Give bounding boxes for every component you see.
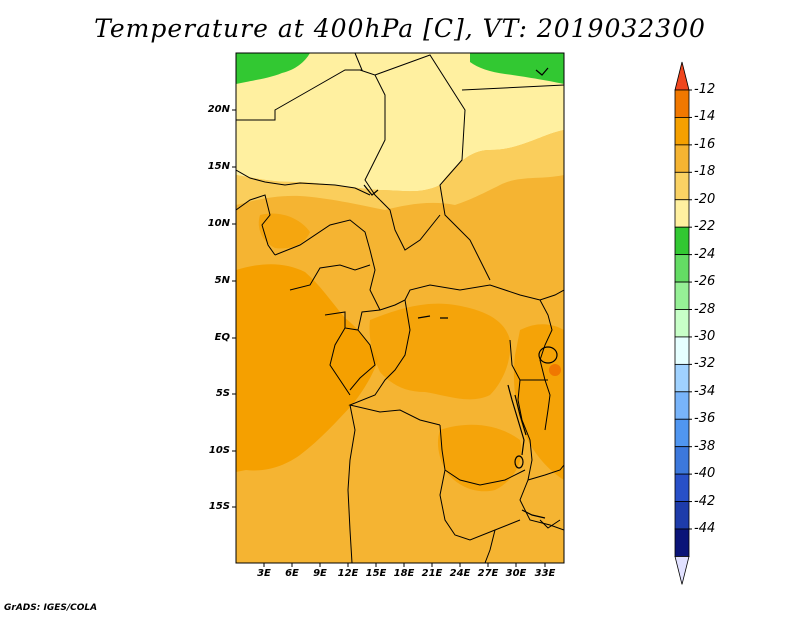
lon-label: 24E: [449, 568, 471, 579]
colorbar-box: [674, 117, 690, 146]
axis-ticks: [232, 109, 546, 567]
colorbar-box: [674, 171, 690, 201]
lon-label: 9E: [313, 568, 327, 579]
colorbar-box: [674, 89, 690, 118]
colorbar-label: -38: [694, 438, 716, 454]
field-warm-west: [236, 264, 378, 472]
colorbar-label: -40: [694, 466, 716, 482]
grads-credit: GrADS: IGES/COLA: [4, 603, 98, 613]
colorbar-box: [674, 254, 690, 283]
lon-label: 30E: [505, 568, 527, 579]
lon-label: 27E: [477, 568, 499, 579]
field-mild-band: [236, 130, 564, 210]
colorbar-box: [674, 363, 690, 393]
field-green-ne: [470, 53, 564, 84]
colorbar-label: -26: [694, 274, 716, 290]
colorbar-box: [674, 309, 690, 338]
colorbar-label: -44: [694, 521, 716, 536]
lat-label: 10S: [208, 445, 230, 456]
lon-label: 33E: [534, 568, 556, 579]
colorbar-label: -30: [694, 328, 716, 344]
field-hot-spot: [549, 364, 561, 376]
colorbar-label: -22: [694, 219, 716, 235]
colorbar-box: [674, 281, 690, 310]
colorbar-label: -34: [694, 383, 716, 399]
field-green-nw: [236, 53, 310, 84]
lat-label: EQ: [214, 332, 230, 343]
colorbar-box: [674, 501, 690, 530]
colorbar-box: [674, 391, 690, 420]
field-cool-band: [236, 53, 564, 192]
field-warm-east: [513, 324, 564, 480]
colorbar-label: -14: [694, 109, 716, 125]
lon-label: 3E: [257, 568, 271, 579]
lat-label: 5N: [214, 275, 230, 286]
lat-label: 5S: [215, 388, 230, 399]
colorbar-label: -32: [694, 356, 716, 372]
colorbar-box: [674, 226, 690, 256]
colorbar-box: [674, 144, 690, 173]
colorbar-bottom-arrow: [674, 556, 690, 585]
lon-label: 6E: [285, 568, 299, 579]
colorbar-box: [674, 446, 690, 475]
field-warm-central: [369, 303, 511, 400]
lakes: [363, 67, 558, 519]
colorbar-label: -18: [694, 164, 716, 180]
colorbar-label: -24: [694, 246, 716, 262]
lon-label: 21E: [421, 568, 443, 579]
lat-label: 10N: [207, 218, 230, 229]
colorbar-label: -42: [694, 493, 716, 509]
map-frame: [235, 52, 565, 564]
lon-label: 18E: [393, 568, 415, 579]
colorbar-box: [674, 418, 690, 448]
map-title: Temperature at 400hPa [C], VT: 201903230…: [94, 14, 706, 43]
colorbar-label: -16: [694, 136, 716, 152]
colorbar-box: [674, 336, 690, 365]
lon-label: 12E: [337, 568, 359, 579]
colorbar-box: [674, 473, 690, 502]
colorbar-box: [674, 528, 690, 557]
colorbar-top-arrow: [674, 61, 690, 91]
field-warm-nw-patch: [258, 213, 310, 249]
colorbar-label: -28: [694, 301, 716, 317]
colorbar-box: [674, 199, 690, 228]
colorbar: [674, 61, 692, 585]
country-borders: [236, 53, 564, 563]
lon-label: 15E: [365, 568, 387, 579]
lat-label: 20N: [207, 104, 230, 115]
colorbar-label: -20: [694, 191, 716, 207]
temperature-field: [236, 53, 564, 563]
field-warm-south: [437, 424, 522, 492]
colorbar-label: -36: [694, 411, 716, 427]
lat-label: 15N: [207, 161, 230, 172]
lat-label: 15S: [208, 501, 230, 512]
colorbar-label: -12: [694, 82, 716, 97]
